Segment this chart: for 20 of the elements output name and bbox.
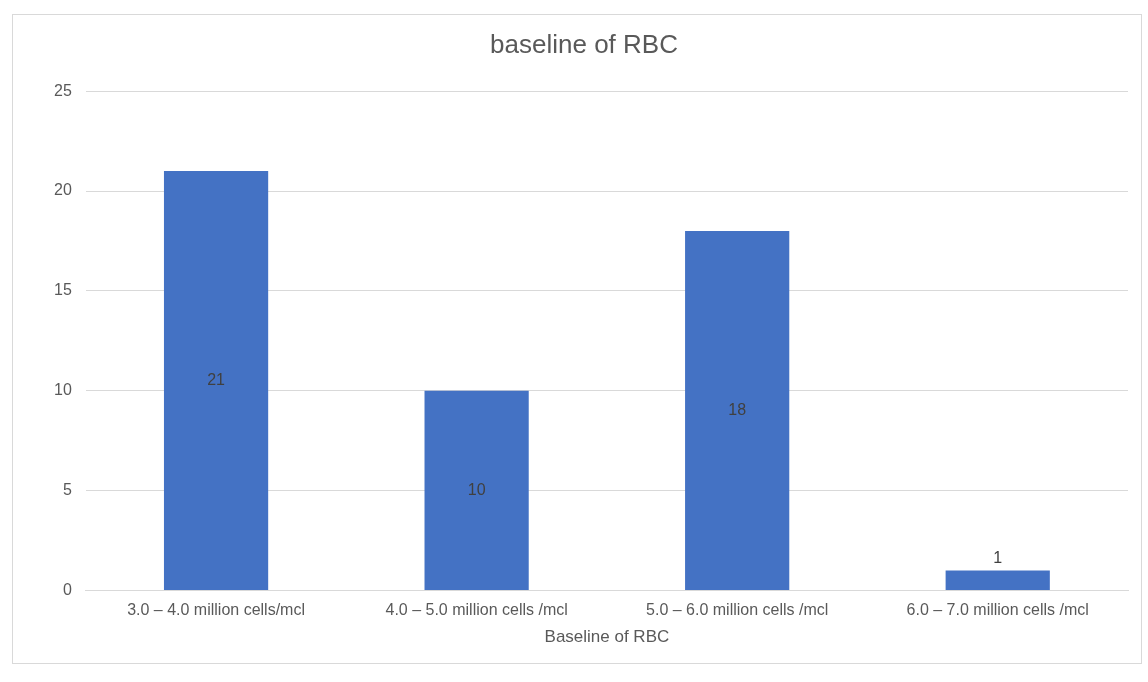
- bar: [685, 230, 790, 590]
- chart-title: baseline of RBC: [490, 28, 678, 59]
- data-label: 10: [467, 480, 486, 498]
- x-tick-label: 3.0 – 4.0 million cells/mcl: [127, 601, 305, 619]
- data-label: 1: [993, 548, 1003, 566]
- y-tick-label: 15: [54, 281, 72, 299]
- y-tick-label: 5: [62, 480, 72, 498]
- x-axis-title: Baseline of RBC: [544, 627, 670, 647]
- y-tick-label: 20: [54, 181, 72, 199]
- x-tick-label: 6.0 – 7.0 million cells /mcl: [906, 601, 1089, 619]
- x-tick-label: 5.0 – 6.0 million cells /mcl: [646, 601, 829, 619]
- y-tick-label: 0: [62, 580, 72, 598]
- y-tick-label: 25: [54, 81, 72, 99]
- bar: [424, 390, 529, 590]
- bar: [163, 171, 269, 590]
- y-tick-label: 10: [54, 381, 72, 399]
- bar: [945, 570, 1050, 590]
- x-tick-label: 4.0 – 5.0 million cells /mcl: [385, 601, 568, 619]
- data-label: 21: [207, 370, 226, 388]
- data-label: 18: [728, 400, 747, 418]
